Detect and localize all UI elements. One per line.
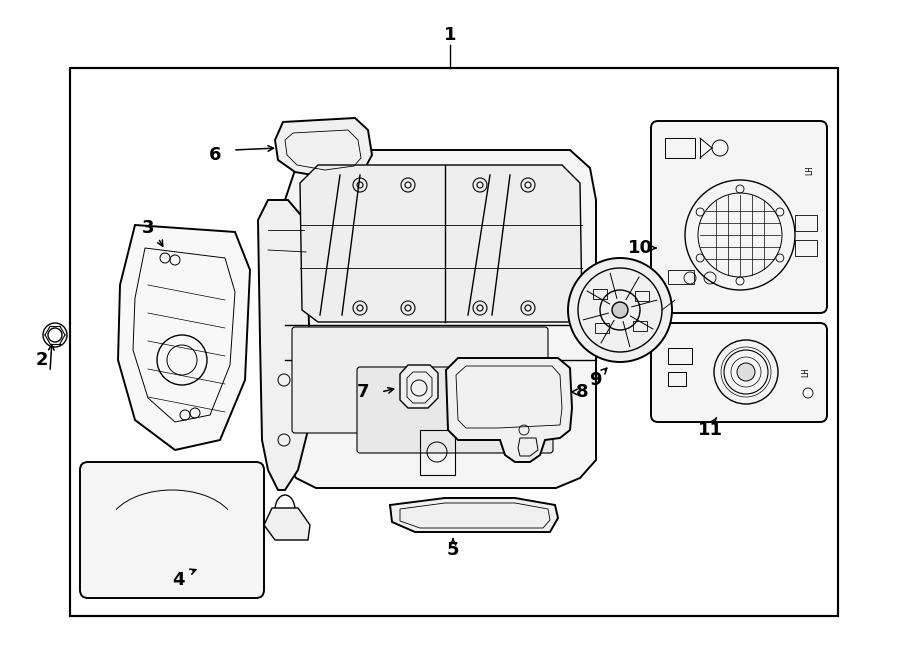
Polygon shape [400,365,438,408]
Polygon shape [390,498,558,532]
FancyBboxPatch shape [357,367,553,453]
Bar [70,68,838,616]
FancyBboxPatch shape [651,323,827,422]
Bar [665,138,695,158]
Bar [668,270,694,284]
Text: 6: 6 [209,146,221,164]
Text: 4: 4 [172,571,184,589]
Text: 11: 11 [698,421,723,439]
Text: 10: 10 [627,239,652,257]
Bar [668,372,686,386]
Bar [635,291,649,301]
Bar [420,430,455,475]
Bar [668,348,692,364]
Circle shape [612,302,628,318]
FancyBboxPatch shape [292,327,548,433]
Text: 1: 1 [444,26,456,44]
Text: 7: 7 [356,383,369,401]
Circle shape [568,258,672,362]
Text: 9: 9 [589,371,601,389]
Text: 8: 8 [576,383,589,401]
Polygon shape [275,118,372,178]
Bar [595,323,609,333]
Polygon shape [446,358,572,462]
Bar [593,289,607,299]
FancyBboxPatch shape [80,462,264,598]
Bar [633,321,647,331]
Text: 3: 3 [142,219,154,237]
Bar [795,215,817,231]
Text: LH: LH [806,166,814,175]
Polygon shape [285,150,596,488]
Text: LH: LH [802,367,811,377]
Polygon shape [118,225,250,450]
Polygon shape [300,165,582,322]
Circle shape [737,363,755,381]
Text: 2: 2 [36,351,49,369]
Polygon shape [258,200,310,490]
FancyBboxPatch shape [651,121,827,313]
Text: 5: 5 [446,541,459,559]
Bar [795,240,817,256]
Bar [70,68,838,616]
Polygon shape [264,508,310,540]
